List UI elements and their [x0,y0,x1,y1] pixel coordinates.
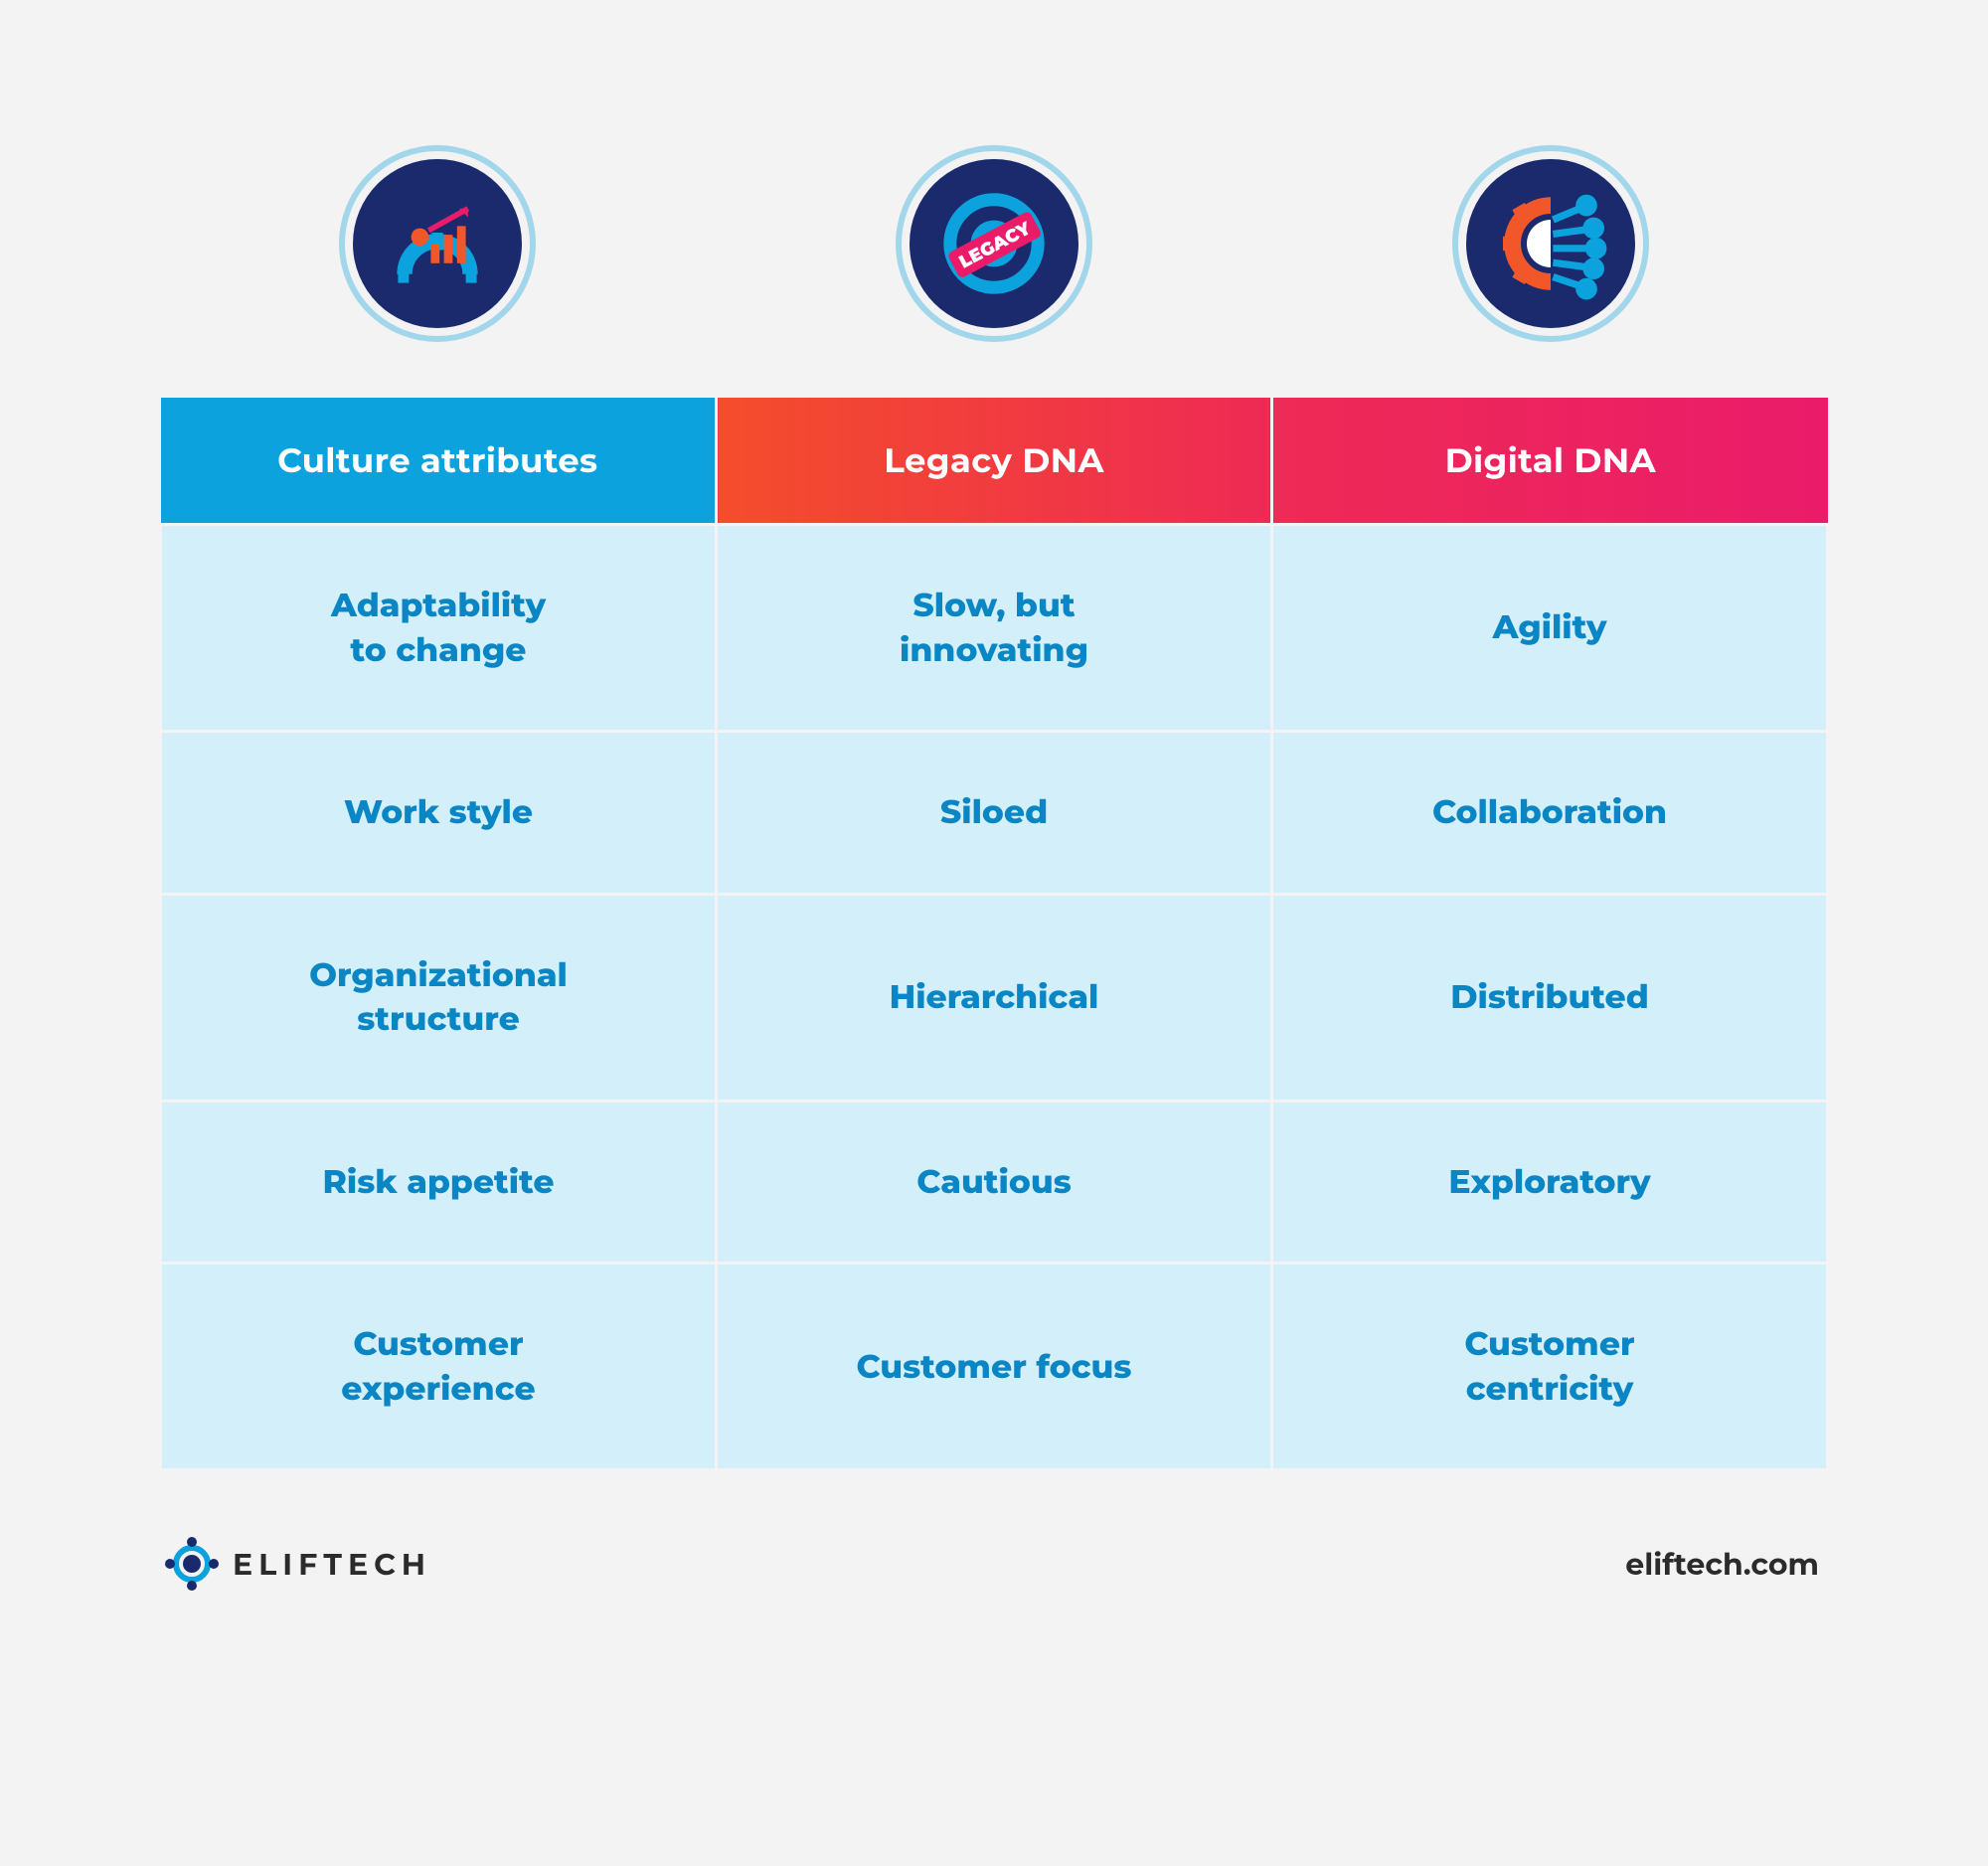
cell: Adaptabilityto change [161,525,717,732]
legacy-label: LEGACY [955,216,1036,273]
table-row: Risk appetite Cautious Exploratory [161,1101,1828,1264]
brand-logo-icon [169,1541,215,1587]
header-culture-attributes: Culture attributes [161,398,717,525]
table-row: Customerexperience Customer focus Custom… [161,1264,1828,1470]
table-header-row: Culture attributes Legacy DNA Digital DN… [161,398,1828,525]
brand: ELIFTECH [169,1541,431,1587]
infographic-canvas: LEGACY [0,0,1988,1866]
header-legacy-dna: Legacy DNA [717,398,1272,525]
table-row: Organizationalstructure Hierarchical Dis… [161,894,1828,1101]
cell: Hierarchical [717,894,1272,1101]
cell: Agility [1272,525,1828,732]
cell: Customer focus [717,1264,1272,1470]
cell: Distributed [1272,894,1828,1101]
cell: Exploratory [1272,1101,1828,1264]
legacy-badge-icon: LEGACY [910,159,1078,328]
footer: ELIFTECH eliftech.com [159,1541,1829,1587]
cell: Collaboration [1272,732,1828,895]
cell: Organizationalstructure [161,894,717,1101]
digital-gear-icon [1466,159,1635,328]
table-body: Adaptabilityto change Slow, butinnovatin… [161,525,1828,1470]
header-digital-dna: Digital DNA [1272,398,1828,525]
comparison-table: Culture attributes Legacy DNA Digital DN… [159,398,1829,1471]
cell: Slow, butinnovating [717,525,1272,732]
brand-url: eliftech.com [1625,1546,1819,1583]
growth-gear-icon [353,159,522,328]
cell: Customercentricity [1272,1264,1828,1470]
cell: Work style [161,732,717,895]
cell: Customerexperience [161,1264,717,1470]
icons-row: LEGACY [159,159,1829,328]
table-row: Adaptabilityto change Slow, butinnovatin… [161,525,1828,732]
cell: Cautious [717,1101,1272,1264]
brand-name: ELIFTECH [233,1546,431,1583]
table-row: Work style Siloed Collaboration [161,732,1828,895]
cell: Risk appetite [161,1101,717,1264]
cell: Siloed [717,732,1272,895]
